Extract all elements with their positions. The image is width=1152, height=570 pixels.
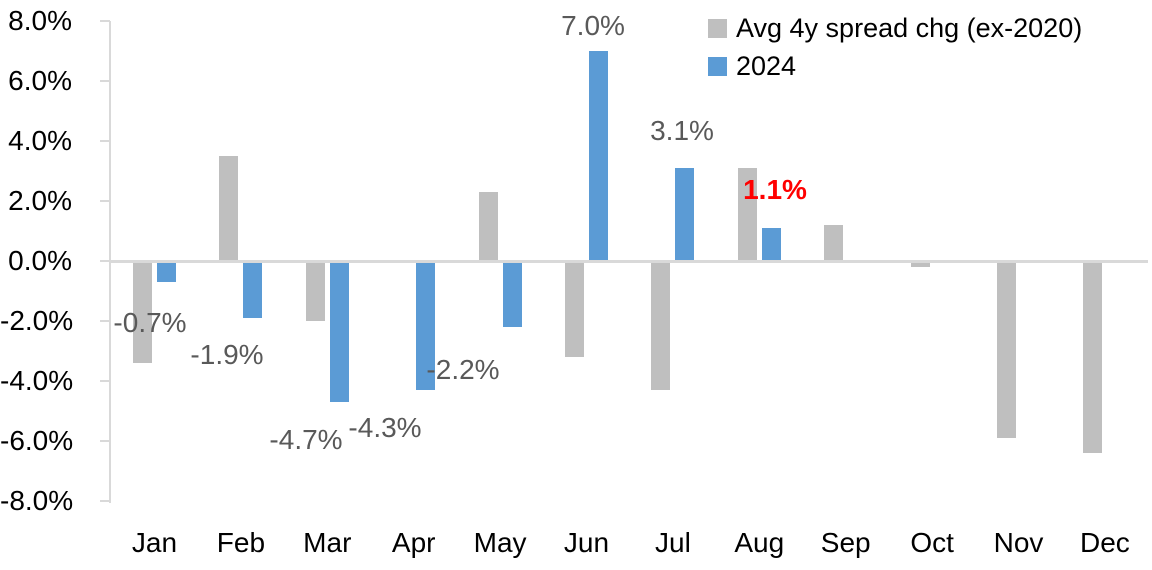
- y-axis-label: -2.0%: [0, 305, 74, 336]
- x-axis-label-may: May: [473, 527, 527, 558]
- y-axis-tick: [100, 380, 110, 382]
- bar-avg-jul: [651, 261, 671, 390]
- bar-2024-aug: [761, 228, 781, 261]
- bar-2024-mar: [329, 261, 349, 402]
- y-axis-label: 2.0%: [8, 185, 72, 216]
- y-axis-tick: [100, 260, 110, 262]
- data-label: 1.1%: [743, 174, 807, 205]
- bar-2024-feb: [243, 261, 263, 318]
- x-axis-label-dec: Dec: [1079, 527, 1130, 558]
- data-label: 7.0%: [561, 10, 625, 41]
- bar-2024-may: [502, 261, 522, 327]
- bar-avg-feb: [219, 156, 239, 261]
- y-axis-tick: [100, 440, 110, 442]
- bar-avg-may: [478, 192, 498, 261]
- legend: Avg 4y spread chg (ex-2020) 2024: [708, 9, 1082, 85]
- bar-avg-sep: [824, 225, 844, 261]
- legend-label-2024: 2024: [736, 50, 797, 81]
- y-axis-tick: [100, 140, 110, 142]
- bar-avg-dec: [1083, 261, 1103, 453]
- legend-swatch-blue: [708, 56, 727, 76]
- y-axis-tick: [100, 500, 110, 502]
- x-axis-label-feb: Feb: [216, 527, 266, 558]
- y-axis-label: 0.0%: [8, 245, 72, 276]
- data-label: -4.7%: [269, 424, 343, 455]
- zero-gridline: [110, 260, 1148, 263]
- bar-avg-jun: [565, 261, 584, 357]
- legend-item-avg-4y-spread: Avg 4y spread chg (ex-2020): [708, 9, 1082, 47]
- y-axis-tick: [100, 80, 110, 82]
- bar-avg-oct: [910, 261, 930, 267]
- x-axis-label-aug: Aug: [734, 527, 785, 558]
- x-axis-label-sep: Sep: [820, 527, 871, 558]
- x-axis-label-jun: Jun: [563, 527, 610, 558]
- y-axis-label: -8.0%: [0, 485, 74, 516]
- data-label: 3.1%: [650, 115, 714, 146]
- y-axis-tick: [100, 20, 110, 22]
- legend-item-2024: 2024: [708, 47, 1082, 85]
- legend-swatch-gray: [708, 18, 727, 38]
- bar-2024-jul: [675, 168, 695, 261]
- y-axis-label: 8.0%: [8, 5, 72, 36]
- x-axis-label-mar: Mar: [303, 527, 352, 558]
- bar-avg-aug: [737, 168, 757, 261]
- y-axis-label: 6.0%: [8, 65, 72, 96]
- x-axis-label-oct: Oct: [910, 527, 954, 558]
- bar-avg-mar: [305, 261, 325, 321]
- x-axis-label-jul: Jul: [654, 527, 691, 558]
- legend-label-avg-4y-spread: Avg 4y spread chg (ex-2020): [736, 12, 1083, 43]
- x-axis-label-jan: Jan: [131, 527, 178, 558]
- bar-avg-jan: [133, 261, 152, 363]
- x-axis-label-apr: Apr: [391, 527, 436, 558]
- data-label: -2.2%: [426, 354, 500, 385]
- bar-2024-jun: [589, 51, 608, 261]
- y-axis-tick: [100, 200, 110, 202]
- y-axis-label: -4.0%: [0, 365, 74, 396]
- x-axis-label-nov: Nov: [993, 527, 1044, 558]
- bar-2024-apr: [416, 261, 436, 390]
- y-axis-label: 4.0%: [8, 125, 72, 156]
- data-label: -0.7%: [113, 307, 187, 338]
- bar-2024-jan: [157, 261, 176, 282]
- data-label: -1.9%: [190, 339, 264, 370]
- data-label: -4.3%: [348, 412, 422, 443]
- y-axis-label: -6.0%: [0, 425, 74, 456]
- bar-avg-nov: [997, 261, 1016, 438]
- y-axis-tick: [100, 320, 110, 322]
